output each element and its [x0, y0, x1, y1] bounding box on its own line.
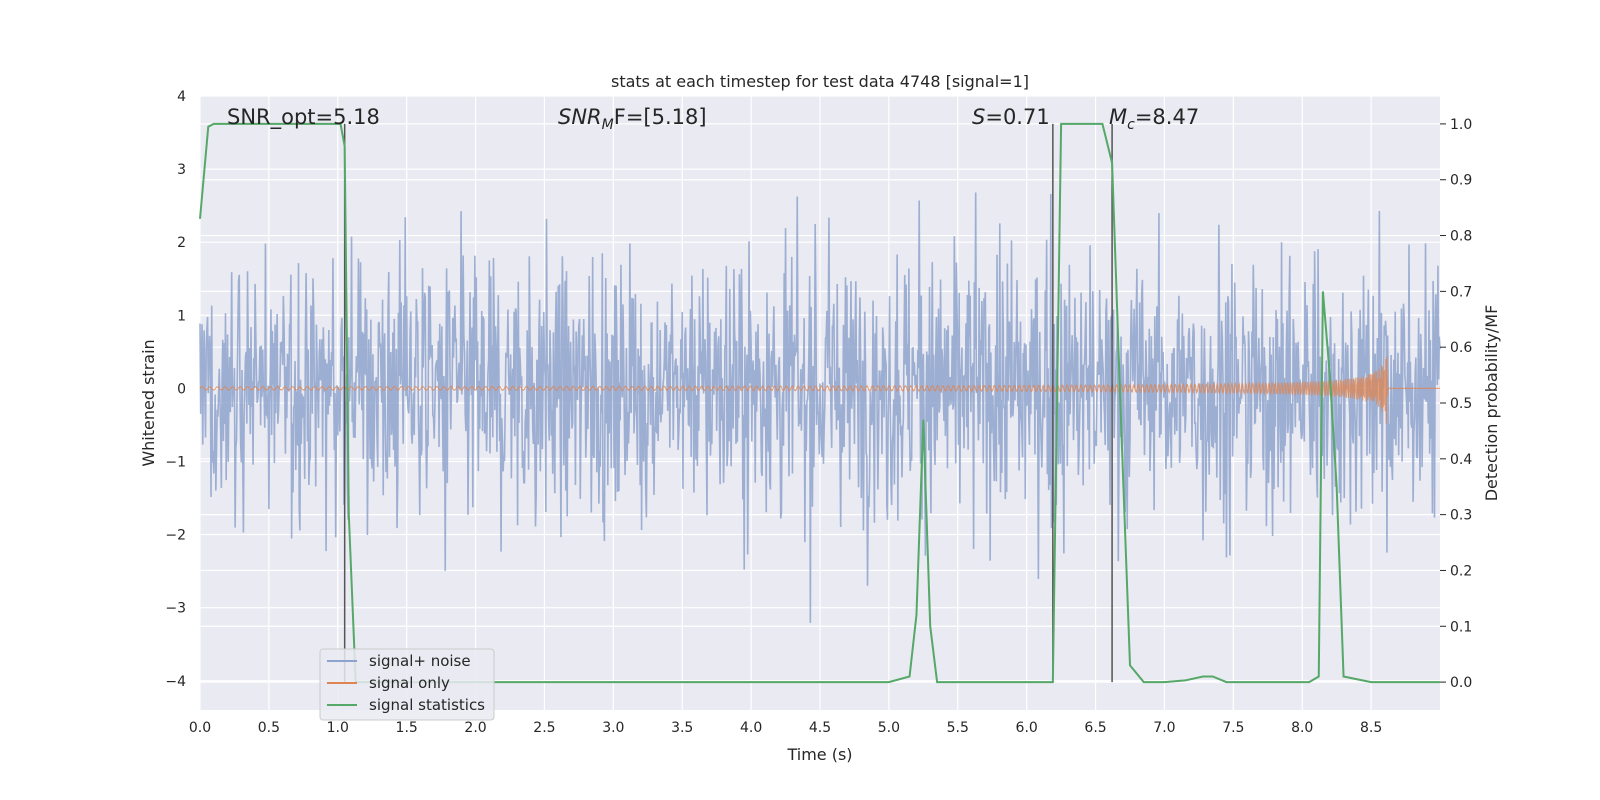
- y-tick-label: 3: [177, 162, 186, 178]
- x-tick-label: 1.0: [327, 720, 349, 736]
- annotation-snr-opt: SNR_opt=5.18: [227, 105, 380, 130]
- x-tick-label: 4.5: [809, 720, 831, 736]
- y-right-tick-label: 0.6: [1450, 340, 1472, 356]
- y-tick-label: 1: [177, 308, 186, 324]
- y-right-tick-label: 0.9: [1450, 173, 1472, 189]
- legend-label-signal-only: signal only: [369, 674, 450, 692]
- annotation-snr-mf: SNRMF=[5.18]: [558, 105, 707, 133]
- y-tick-label: 4: [177, 89, 186, 105]
- annotation-s-var: S: [972, 105, 985, 129]
- annotation-snr-mf-sub: M: [602, 117, 614, 133]
- y-right-tick-label: 0.0: [1450, 675, 1472, 691]
- signal-only-series: [199, 356, 1440, 424]
- legend-box: [319, 648, 495, 721]
- y-right-tick-label: 0.3: [1450, 508, 1472, 524]
- annotation-mc: Mc=8.47: [1109, 105, 1199, 133]
- annotation-s: S=0.71: [972, 105, 1050, 129]
- chart-title: stats at each timestep for test data 474…: [611, 72, 1029, 91]
- annotation-snr-mf-main: SNR: [558, 105, 602, 129]
- x-tick-label: 0.5: [258, 720, 280, 736]
- signal-statistics-series: [199, 122, 1440, 684]
- x-tick-label: 2.5: [533, 720, 555, 736]
- x-tick-label: 8.0: [1291, 720, 1313, 736]
- y-axis-right-label: Detection probability/MF: [1482, 305, 1501, 502]
- x-tick-label: 1.5: [396, 720, 418, 736]
- x-tick-label: 2.0: [464, 720, 486, 736]
- x-tick-label: 4.0: [740, 720, 762, 736]
- signal-only-line: [199, 356, 1440, 424]
- annotation-snr-mf-rest: F=[5.18]: [614, 105, 707, 129]
- y-tick-label: 0: [177, 381, 186, 397]
- annotation-mc-rest: =8.47: [1135, 105, 1199, 129]
- signal-noise-series: [199, 192, 1441, 623]
- y-axis-label: Whitened strain: [139, 339, 158, 466]
- x-tick-label: 3.5: [671, 720, 693, 736]
- signal-statistics-line: [199, 122, 1440, 684]
- signal-noise-line: [199, 192, 1441, 623]
- legend-label-noise: signal+ noise: [369, 652, 471, 670]
- y-right-tick-label: 0.2: [1450, 563, 1472, 579]
- x-tick-label: 5.0: [878, 720, 900, 736]
- annotation-mc-var: M: [1109, 105, 1127, 129]
- y-tick-label: −1: [165, 454, 186, 470]
- x-tick-label: 5.5: [947, 720, 969, 736]
- x-tick-label: 7.0: [1153, 720, 1175, 736]
- x-tick-label: 3.0: [602, 720, 624, 736]
- y-right-tick-label: 0.1: [1450, 619, 1472, 635]
- annotation-s-rest: =0.71: [985, 105, 1049, 129]
- legend-label-statistics: signal statistics: [369, 696, 485, 714]
- y-tick-label: −4: [165, 674, 186, 690]
- tick-labels: 0.0 0.5 1.0 1.5 2.0 2.5 3.0 3.5 4.0 4.5 5.0 5.5 6.0 6…: [165, 89, 1472, 736]
- legend: signal+ noise signal only signal statist…: [319, 648, 495, 721]
- y-tick-label: −2: [165, 528, 186, 544]
- y-right-tick-label: 1.0: [1450, 117, 1472, 133]
- x-tick-label: 8.5: [1360, 720, 1382, 736]
- y-tick-label: −3: [165, 601, 186, 617]
- x-tick-label: 0.0: [189, 720, 211, 736]
- annotation-mc-sub: c: [1127, 117, 1135, 133]
- y-right-tick-label: 0.4: [1450, 452, 1472, 468]
- y-right-tick-label: 0.8: [1450, 229, 1472, 245]
- x-tick-label: 6.5: [1084, 720, 1106, 736]
- y-right-tick-label: 0.7: [1450, 284, 1472, 300]
- x-tick-label: 6.0: [1016, 720, 1038, 736]
- x-tick-label: 7.5: [1222, 720, 1244, 736]
- y-tick-label: 2: [177, 235, 186, 251]
- x-axis-label: Time (s): [786, 745, 852, 764]
- y-right-tick-label: 0.5: [1450, 396, 1472, 412]
